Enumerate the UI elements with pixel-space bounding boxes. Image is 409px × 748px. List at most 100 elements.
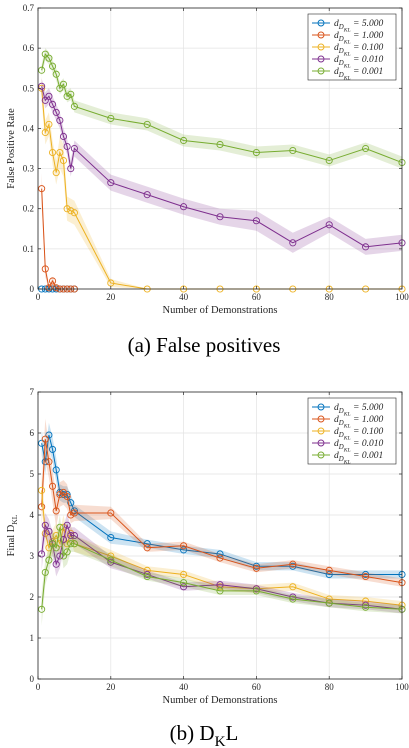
data-point bbox=[45, 54, 53, 62]
data-point bbox=[289, 595, 297, 603]
series-4 bbox=[38, 515, 406, 626]
data-point bbox=[143, 540, 151, 548]
data-point bbox=[70, 144, 78, 153]
data-point bbox=[45, 120, 53, 128]
series-band bbox=[41, 78, 402, 255]
data-point bbox=[45, 92, 53, 100]
legend-label: dDKL = 0.001 bbox=[334, 451, 383, 465]
series-band bbox=[41, 422, 402, 579]
legend-marker bbox=[317, 427, 325, 435]
legend-marker bbox=[317, 439, 325, 447]
x-tick-label: 100 bbox=[395, 292, 409, 302]
data-point bbox=[252, 587, 260, 595]
data-point bbox=[107, 556, 115, 564]
data-point bbox=[56, 84, 64, 92]
legend-marker bbox=[317, 43, 325, 51]
x-tick-label: 60 bbox=[252, 292, 262, 302]
data-point bbox=[56, 552, 64, 560]
data-point bbox=[289, 560, 297, 568]
data-point bbox=[252, 564, 260, 572]
data-point bbox=[180, 579, 188, 587]
data-point bbox=[63, 548, 71, 556]
data-point bbox=[143, 572, 151, 581]
data-point bbox=[59, 488, 68, 497]
data-point bbox=[59, 156, 68, 165]
data-point bbox=[107, 558, 115, 566]
y-tick-label: 0.5 bbox=[23, 83, 35, 93]
data-point bbox=[325, 570, 333, 579]
series-line bbox=[41, 86, 403, 248]
data-point bbox=[325, 221, 333, 229]
data-point bbox=[49, 482, 57, 490]
data-point bbox=[49, 445, 57, 453]
legend-label: dDKL = 5.000 bbox=[334, 19, 383, 33]
data-point bbox=[52, 70, 60, 78]
data-point bbox=[143, 544, 151, 552]
data-point bbox=[52, 531, 60, 540]
data-point bbox=[59, 80, 68, 88]
data-point bbox=[49, 540, 57, 548]
legend-label: dDKL = 0.010 bbox=[334, 439, 383, 453]
data-point bbox=[41, 265, 49, 273]
data-point bbox=[52, 169, 60, 177]
data-point bbox=[41, 529, 49, 538]
data-point bbox=[56, 523, 64, 531]
x-tick-label: 40 bbox=[179, 682, 189, 692]
x-axis-label: Number of Demonstrations bbox=[163, 695, 278, 706]
series-4 bbox=[38, 48, 406, 169]
legend-marker bbox=[317, 451, 325, 459]
data-point bbox=[56, 116, 64, 124]
series-3 bbox=[38, 78, 406, 255]
y-tick-label: 0.4 bbox=[23, 123, 35, 133]
data-point bbox=[252, 585, 260, 593]
data-point bbox=[70, 507, 78, 515]
data-point bbox=[216, 213, 224, 221]
x-tick-label: 20 bbox=[106, 682, 116, 692]
data-point bbox=[216, 587, 224, 595]
data-point bbox=[52, 466, 60, 474]
data-point bbox=[362, 572, 370, 581]
data-point bbox=[289, 146, 297, 155]
data-point bbox=[59, 552, 68, 560]
data-point bbox=[325, 566, 333, 574]
data-point bbox=[67, 540, 75, 548]
legend-label: dDKL = 1.000 bbox=[334, 415, 383, 429]
chart-false-positives: 0 20 40 60 80 100 0 0.1 0.2 0.3 0.4 0.5 0.6 0.7 Number… bbox=[6, 3, 409, 357]
y-tick-label: 0.2 bbox=[23, 204, 34, 214]
y-tick-label: 7 bbox=[30, 387, 35, 397]
data-point bbox=[252, 217, 260, 225]
data-point bbox=[49, 277, 57, 285]
series-1 bbox=[38, 172, 78, 293]
data-point bbox=[289, 593, 297, 601]
series-line bbox=[41, 53, 403, 164]
y-tick-label: 0.3 bbox=[23, 164, 35, 174]
legend-marker bbox=[317, 403, 325, 411]
plot-frame bbox=[37, 7, 403, 290]
x-tick-label: 100 bbox=[395, 682, 409, 692]
data-point bbox=[216, 140, 224, 149]
legend-marker bbox=[317, 67, 325, 75]
series-line bbox=[41, 527, 403, 610]
data-point bbox=[63, 492, 71, 501]
y-axis-label: Final DKL bbox=[6, 514, 19, 556]
data-point bbox=[41, 96, 49, 104]
legend-marker bbox=[317, 31, 325, 39]
data-point bbox=[289, 562, 297, 570]
data-point bbox=[52, 560, 60, 568]
data-point bbox=[252, 148, 260, 157]
legend-label: dDKL = 0.010 bbox=[334, 55, 383, 69]
series-line bbox=[41, 439, 403, 584]
y-tick-label: 3 bbox=[30, 551, 35, 561]
data-point bbox=[45, 527, 53, 535]
data-point bbox=[59, 536, 68, 544]
data-point bbox=[41, 521, 49, 529]
data-point bbox=[45, 458, 53, 466]
data-point bbox=[41, 50, 49, 58]
x-tick-label: 60 bbox=[252, 682, 262, 692]
data-point bbox=[143, 191, 151, 199]
legend-label: dDKL = 0.100 bbox=[334, 427, 383, 441]
data-point bbox=[38, 185, 46, 193]
